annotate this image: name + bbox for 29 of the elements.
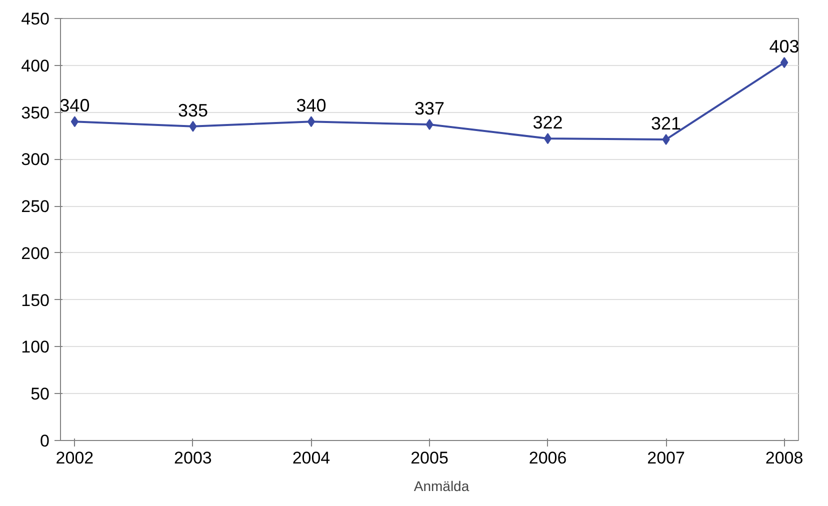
y-tick-label: 150 [21, 290, 50, 310]
y-tick-label: 0 [40, 432, 50, 450]
x-tick-label: 2005 [410, 448, 448, 468]
x-tick-label: 2007 [647, 448, 685, 468]
y-tick-label: 200 [21, 244, 50, 263]
x-tick-label: 2003 [174, 448, 212, 468]
data-label: 321 [651, 113, 682, 134]
data-label: 322 [532, 112, 563, 133]
text: Anmälda [414, 478, 470, 494]
y-tick-label: 100 [21, 338, 50, 357]
point [780, 57, 788, 68]
y-tick-label: 50 [30, 384, 50, 404]
data-label: 335 [178, 100, 208, 120]
y-tick-label: 300 [21, 150, 50, 170]
x-tick-label: 2008 [765, 448, 804, 468]
y-tick-label: 400 [21, 56, 50, 76]
data-label: 403 [769, 36, 800, 57]
x-tick-label: 2002 [56, 448, 94, 468]
x-tick-label: 2004 [292, 448, 330, 468]
data-label: 337 [414, 98, 445, 118]
y-tick-label: 250 [21, 197, 50, 216]
y-tick-label: 450 [21, 10, 50, 28]
data-label: 340 [296, 96, 326, 116]
point [70, 116, 79, 128]
point [307, 116, 316, 128]
point [544, 133, 552, 144]
x-tick-label: 2006 [528, 448, 567, 468]
y-tick-label: 350 [21, 103, 50, 122]
data-label: 340 [60, 96, 90, 116]
